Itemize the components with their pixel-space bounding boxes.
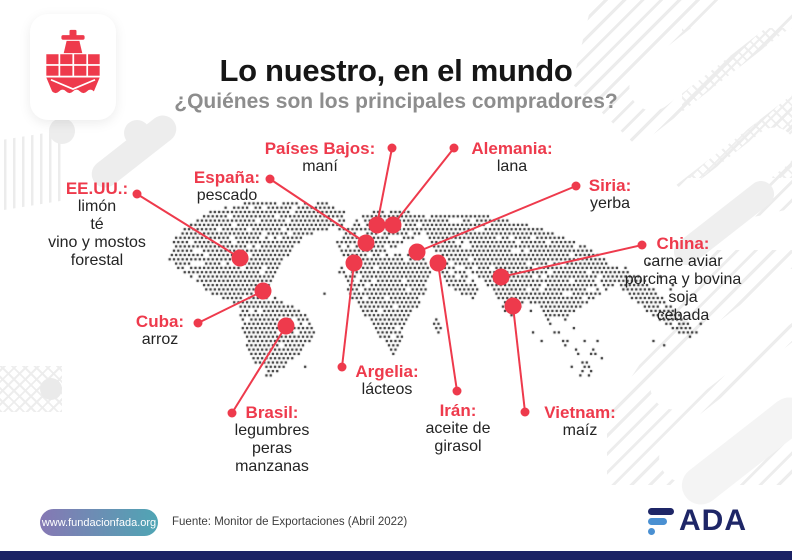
website-pill[interactable]: www.fundacionfada.org <box>40 509 158 536</box>
page-subtitle: ¿Quiénes son los principales compradores… <box>174 90 618 113</box>
fada-logo-text: ADA <box>679 504 747 537</box>
cargo-ship-icon <box>46 29 100 94</box>
fada-f-icon <box>648 507 674 535</box>
page-title: Lo nuestro, en el mundo <box>219 53 573 88</box>
website-url: www.fundacionfada.org <box>41 516 157 529</box>
footer-bar <box>0 551 792 560</box>
ship-logo-card <box>30 14 116 120</box>
source-text: Fuente: Monitor de Exportaciones (Abril … <box>172 516 408 528</box>
fada-logo: ADA <box>648 506 747 536</box>
